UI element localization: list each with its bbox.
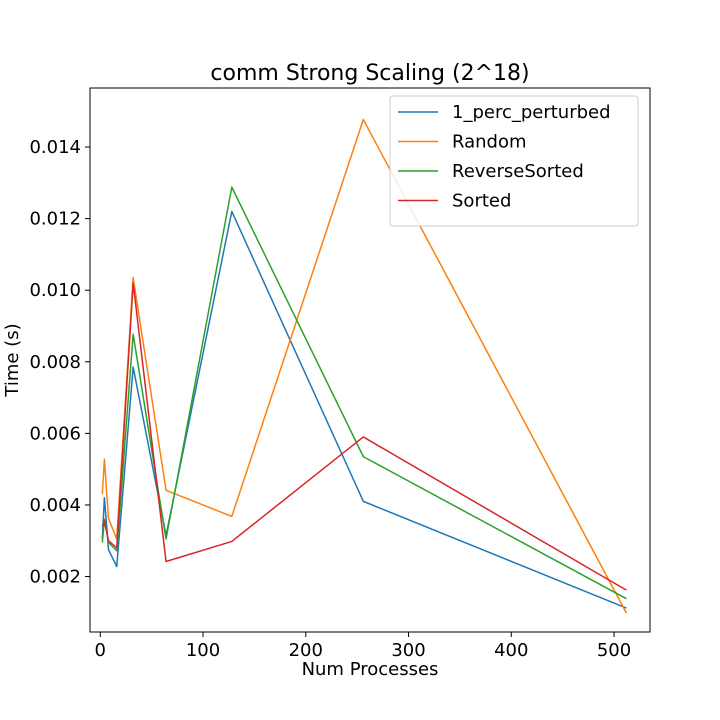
y-tick-label: 0.008 bbox=[29, 352, 81, 373]
y-tick-label: 0.014 bbox=[29, 137, 81, 158]
plot-area: 0 100 200 300 400 500 0.0020.0040.0060.0080.0… bbox=[29, 87, 651, 661]
x-axis-title: Num Processes bbox=[302, 659, 439, 680]
chart-title: comm Strong Scaling (2^18) bbox=[210, 61, 529, 86]
legend-label: Random bbox=[452, 132, 527, 153]
legend-label: Sorted bbox=[452, 191, 511, 212]
x-tick-label: 200 bbox=[289, 640, 323, 661]
x-tick-label: 400 bbox=[494, 640, 528, 661]
y-tick-label: 0.004 bbox=[29, 495, 81, 516]
y-tick-label: 0.006 bbox=[29, 423, 81, 444]
y-tick-label: 0.002 bbox=[29, 567, 81, 588]
series-line-random bbox=[101, 118, 628, 614]
y-tick-label: 0.010 bbox=[29, 280, 81, 301]
x-tick-label: 100 bbox=[186, 640, 220, 661]
legend-label: ReverseSorted bbox=[452, 161, 584, 182]
x-tick-label: 300 bbox=[391, 640, 425, 661]
x-tick-label: 0 bbox=[95, 640, 106, 661]
legend: 1_perc_perturbed Random ReverseSorted Sorte… bbox=[389, 95, 639, 227]
series-layer bbox=[101, 118, 628, 614]
series-line-sorted bbox=[101, 282, 627, 591]
y-axis-title: Time (s) bbox=[2, 323, 23, 397]
legend-label: 1_perc_perturbed bbox=[452, 102, 611, 123]
y-axis: 0.002 0.004 0.006 0.008 0.010 0.012 0.014 bbox=[29, 137, 90, 588]
y-tick-label: 0.012 bbox=[29, 209, 81, 230]
x-tick-label: 500 bbox=[597, 640, 631, 661]
series-line-1-perc-perturbed bbox=[101, 210, 627, 609]
legend-box bbox=[389, 95, 639, 227]
plot-frame bbox=[89, 87, 651, 633]
x-axis: 0 100 200 300 400 500 bbox=[95, 632, 631, 661]
